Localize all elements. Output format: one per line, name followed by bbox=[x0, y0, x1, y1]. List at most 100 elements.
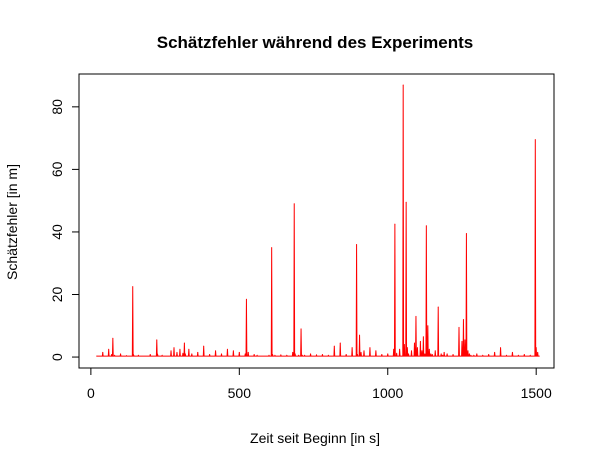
data-point bbox=[538, 355, 540, 357]
data-point bbox=[271, 247, 273, 249]
data-point bbox=[523, 354, 525, 356]
y-tick-label: 0 bbox=[49, 353, 65, 361]
data-point bbox=[387, 353, 389, 355]
x-tick-label: 500 bbox=[228, 385, 252, 401]
data-point bbox=[419, 340, 421, 342]
data-point bbox=[126, 355, 127, 357]
data-point bbox=[137, 354, 139, 356]
data-point bbox=[149, 354, 151, 356]
data-point bbox=[339, 342, 341, 344]
data-point bbox=[399, 348, 401, 350]
data-point bbox=[316, 354, 317, 356]
data-point bbox=[173, 347, 175, 349]
data-point bbox=[402, 84, 404, 86]
data-point bbox=[408, 353, 410, 355]
data-point bbox=[184, 353, 186, 355]
plot-frame bbox=[78, 73, 555, 369]
data-point bbox=[133, 354, 135, 356]
data-point bbox=[425, 225, 427, 227]
y-tick-label: 20 bbox=[49, 287, 65, 303]
data-point bbox=[415, 315, 417, 317]
data-point bbox=[268, 354, 270, 356]
data-point bbox=[157, 354, 159, 356]
data-point bbox=[256, 354, 258, 356]
data-point bbox=[421, 350, 423, 352]
data-point bbox=[333, 345, 335, 347]
data-point bbox=[301, 354, 303, 356]
data-point bbox=[511, 351, 513, 353]
data-point bbox=[467, 350, 469, 352]
data-point bbox=[108, 348, 110, 350]
data-point bbox=[345, 354, 347, 356]
data-point bbox=[452, 354, 454, 356]
data-point bbox=[170, 350, 172, 352]
data-point bbox=[244, 353, 246, 355]
data-point bbox=[482, 354, 484, 356]
data-point bbox=[298, 354, 300, 356]
data-point bbox=[359, 334, 361, 336]
data-point bbox=[470, 354, 472, 356]
data-point bbox=[197, 351, 199, 353]
y-tick-label: 60 bbox=[49, 161, 65, 177]
data-point bbox=[462, 319, 464, 321]
data-point bbox=[431, 354, 433, 356]
x-tick-label: 1500 bbox=[521, 385, 552, 401]
data-point bbox=[473, 354, 475, 356]
data-point bbox=[394, 223, 396, 225]
data-point bbox=[393, 348, 395, 350]
data-point bbox=[356, 243, 358, 245]
data-point bbox=[310, 353, 312, 355]
data-point bbox=[292, 351, 294, 353]
data-point bbox=[286, 354, 288, 356]
y-tick-label: 80 bbox=[49, 99, 65, 115]
data-point bbox=[403, 344, 405, 346]
data-point bbox=[203, 345, 205, 347]
data-point bbox=[209, 354, 211, 356]
data-point bbox=[534, 139, 536, 141]
y-axis: 0 20 40 60 80 bbox=[49, 99, 80, 361]
data-point bbox=[191, 353, 193, 355]
data-point bbox=[161, 354, 163, 356]
data-point bbox=[500, 347, 502, 349]
data-point bbox=[381, 354, 383, 356]
data-point bbox=[280, 354, 282, 356]
data-point bbox=[405, 201, 407, 203]
data-point bbox=[182, 352, 184, 354]
data-point bbox=[232, 350, 234, 352]
data-point bbox=[96, 355, 98, 357]
data-point bbox=[529, 354, 531, 356]
data-point bbox=[351, 347, 353, 349]
chart-title: Schätzfehler während des Experiments bbox=[157, 33, 474, 52]
data-point bbox=[465, 233, 467, 235]
data-point bbox=[132, 286, 134, 288]
y-tick-label: 40 bbox=[49, 224, 65, 240]
data-point bbox=[413, 342, 415, 344]
data-point bbox=[156, 339, 158, 341]
data-point bbox=[411, 350, 412, 352]
data-point bbox=[424, 353, 426, 355]
data-point bbox=[458, 326, 460, 328]
data-point bbox=[102, 351, 104, 353]
data-point bbox=[176, 351, 178, 353]
data-point bbox=[434, 350, 436, 352]
x-axis: 0 500 1000 1500 bbox=[87, 367, 552, 401]
data-point bbox=[494, 351, 496, 353]
series-layer bbox=[96, 84, 540, 357]
data-point bbox=[245, 298, 247, 300]
data-point bbox=[179, 348, 181, 350]
data-point bbox=[272, 354, 274, 356]
data-point bbox=[274, 354, 276, 356]
data-point bbox=[537, 351, 539, 353]
data-point bbox=[427, 325, 429, 327]
data-point bbox=[428, 348, 430, 350]
data-point bbox=[406, 347, 408, 349]
data-point bbox=[356, 354, 358, 356]
data-point bbox=[120, 353, 122, 355]
data-point bbox=[446, 353, 448, 355]
data-point bbox=[188, 348, 190, 350]
data-point bbox=[430, 353, 432, 355]
data-point bbox=[437, 306, 439, 308]
data-point bbox=[396, 352, 398, 354]
data-point bbox=[422, 336, 424, 338]
